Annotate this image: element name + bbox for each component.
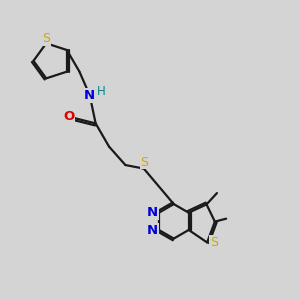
Text: N: N	[147, 206, 158, 219]
Text: S: S	[42, 32, 50, 45]
Text: S: S	[140, 156, 148, 169]
Text: N: N	[147, 224, 158, 237]
Text: H: H	[97, 85, 106, 98]
Text: O: O	[63, 110, 74, 123]
Text: N: N	[84, 89, 95, 102]
Text: S: S	[210, 236, 218, 249]
